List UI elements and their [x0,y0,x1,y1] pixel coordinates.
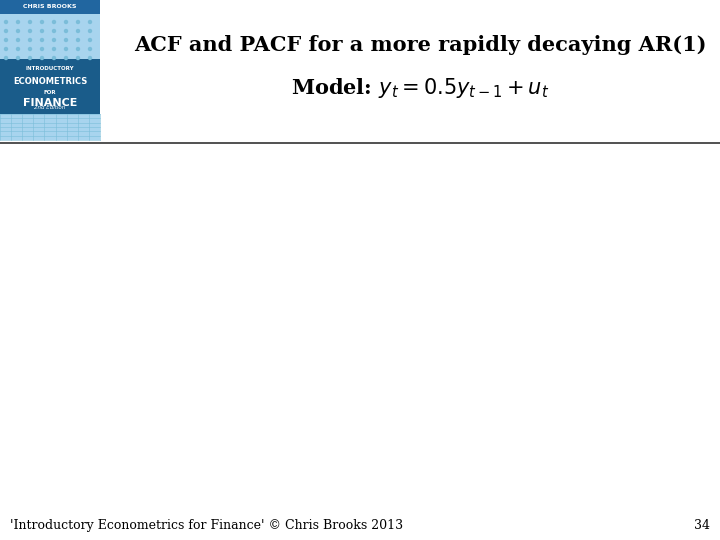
Circle shape [65,48,68,51]
Text: FINANCE: FINANCE [23,98,77,108]
Circle shape [40,48,43,51]
Circle shape [4,57,7,59]
Circle shape [17,48,19,51]
Circle shape [65,57,68,59]
Circle shape [53,48,55,51]
Text: CHRIS BROOKS: CHRIS BROOKS [23,4,77,10]
Circle shape [4,38,7,42]
Bar [0,0,100,14]
Circle shape [17,38,19,42]
Circle shape [65,38,68,42]
Text: 'Introductory Econometrics for Finance' © Chris Brooks 2013: 'Introductory Econometrics for Finance' … [10,519,403,532]
Circle shape [40,57,43,59]
Text: Model: $y_t = 0.5y_{t-1} + u_t$: Model: $y_t = 0.5y_{t-1} + u_t$ [291,76,549,100]
Circle shape [29,38,32,42]
Circle shape [89,48,91,51]
Text: 34: 34 [694,519,710,532]
Circle shape [65,30,68,32]
Text: ECONOMETRICS: ECONOMETRICS [13,77,87,85]
Circle shape [40,21,43,24]
Bar [0,59,100,114]
Circle shape [29,30,32,32]
Circle shape [53,57,55,59]
Circle shape [29,21,32,24]
Circle shape [53,30,55,32]
Text: FOR: FOR [44,90,56,94]
Circle shape [76,30,79,32]
Circle shape [40,30,43,32]
Circle shape [76,57,79,59]
Circle shape [17,21,19,24]
Circle shape [89,30,91,32]
Text: 2nd Edition: 2nd Edition [35,105,66,110]
Circle shape [40,38,43,42]
Bar [0,0,100,140]
Circle shape [4,48,7,51]
Circle shape [65,21,68,24]
Circle shape [76,38,79,42]
Circle shape [76,21,79,24]
Bar [0,14,100,59]
Circle shape [4,21,7,24]
Text: ACF and PACF for a more rapidly decaying AR(1): ACF and PACF for a more rapidly decaying… [134,35,706,55]
Circle shape [17,30,19,32]
Circle shape [29,57,32,59]
Circle shape [4,30,7,32]
Bar [0,114,100,140]
Circle shape [89,57,91,59]
Circle shape [53,38,55,42]
Circle shape [29,48,32,51]
Circle shape [89,38,91,42]
Circle shape [89,21,91,24]
Text: INTRODUCTORY: INTRODUCTORY [26,66,74,71]
Circle shape [17,57,19,59]
Circle shape [76,48,79,51]
Circle shape [53,21,55,24]
